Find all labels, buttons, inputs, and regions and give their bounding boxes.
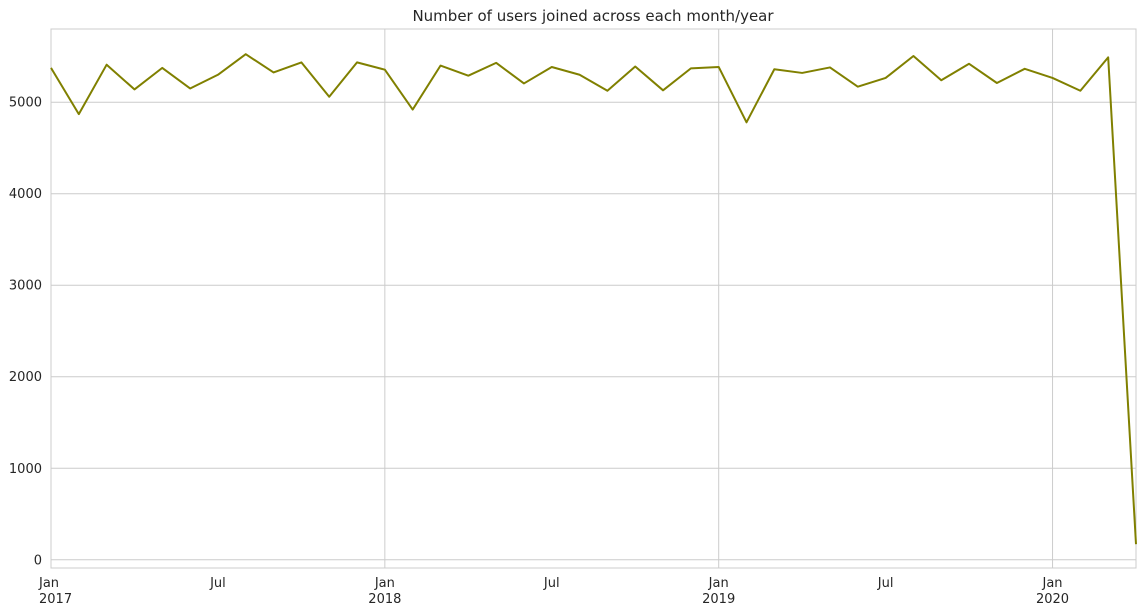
y-tick-label: 4000 [9, 187, 42, 202]
x-tick-year-label: 2018 [368, 592, 401, 607]
x-tick-month-label: Jan [1042, 576, 1063, 591]
x-tick-month-label: Jan [708, 576, 729, 591]
y-tick-label: 1000 [9, 462, 42, 477]
x-tick-year-label: 2020 [1036, 592, 1069, 607]
x-tick-year-label: 2019 [702, 592, 735, 607]
x-tick-month-label: Jul [209, 576, 226, 591]
plot-area [50, 28, 1137, 569]
x-tick-year-label: 2017 [39, 592, 72, 607]
y-tick-label: 5000 [9, 96, 42, 111]
y-tick-label: 3000 [9, 279, 42, 294]
x-tick-month-label: Jan [374, 576, 395, 591]
x-tick-month-label: Jan [38, 576, 59, 591]
x-tick-month-label: Jul [543, 576, 560, 591]
series-line [50, 53, 1137, 545]
y-axis: 0 1000 2000 3000 4000 5000 [9, 96, 42, 569]
y-tick-label: 0 [34, 553, 42, 568]
series-layer [50, 53, 1137, 545]
x-tick-month-label: Jul [877, 576, 894, 591]
y-tick-label: 2000 [9, 370, 42, 385]
chart-title: Number of users joined across each month… [412, 7, 774, 25]
grid [51, 29, 1136, 568]
